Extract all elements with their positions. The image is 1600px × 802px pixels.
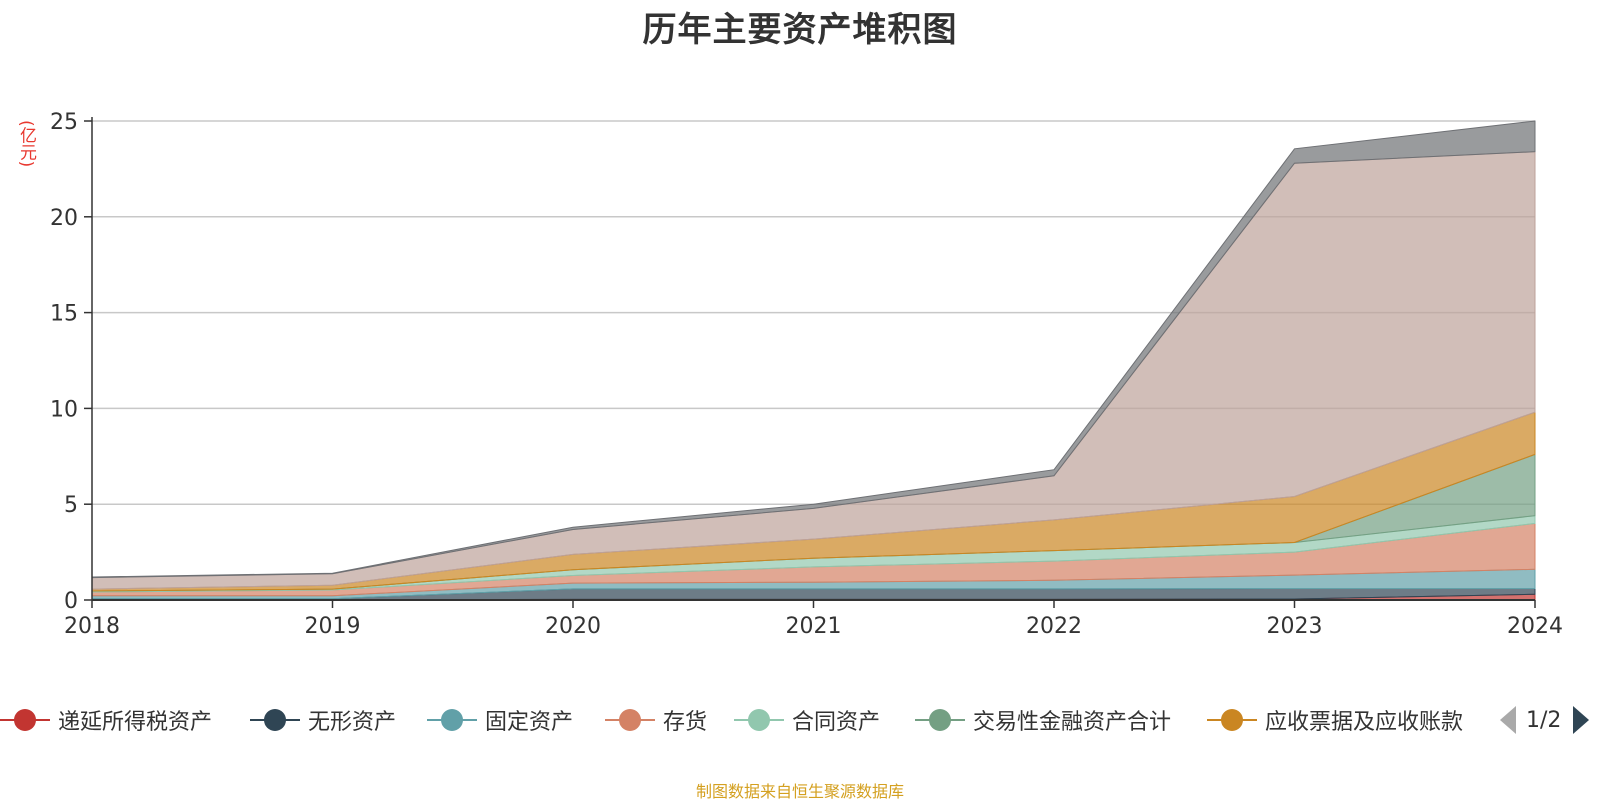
legend: 递延所得税资产 无形资产 固定资产 存货 合同资产 交易性金融资产合计 应收票据及应收账款 [0,700,1600,740]
legend-label: 应收票据及应收账款 [1265,710,1464,735]
legend-next-page-icon[interactable] [1573,706,1590,734]
data-source-note: 制图数据来自恒生聚源数据库 [695,782,904,801]
y-axis-unit: (亿元) [16,120,36,168]
y-tick-label: 0 [64,589,78,614]
x-tick-label: 2020 [545,614,601,639]
legend-label: 合同资产 [792,710,881,735]
legend-swatch-icon [250,700,300,740]
legend-page-indicator: 1/2 [1526,707,1562,733]
legend-swatch-icon [427,700,477,740]
legend-swatch-icon [734,700,784,740]
x-tick-label: 2018 [64,614,120,639]
x-tick-label: 2024 [1507,614,1563,639]
legend-label: 无形资产 [308,710,397,735]
legend-item[interactable]: 递延所得税资产 [0,700,212,740]
y-tick-label: 15 [50,302,78,327]
x-tick-label: 2023 [1267,614,1323,639]
legend-swatch-icon [1207,700,1257,740]
legend-item[interactable]: 交易性金融资产合计 [915,700,1171,740]
y-tick-label: 25 [50,110,78,135]
legend-label: 固定资产 [485,710,574,735]
legend-swatch-icon [605,700,655,740]
legend-label: 存货 [663,710,708,735]
legend-swatch-icon [0,700,50,740]
legend-pager: 1/2 [1500,700,1590,740]
legend-label: 递延所得税资产 [58,710,213,735]
legend-prev-page-icon[interactable] [1500,706,1516,734]
area-series-8 [91,120,1536,579]
y-tick-label: 20 [50,206,78,231]
legend-item[interactable]: 固定资产 [427,700,573,740]
chart-title: 历年主要资产堆积图 [642,10,958,50]
y-tick-label: 10 [50,397,78,422]
stacked-area-chart: 0 5 10 15 20 25 2018 2019 2020 2021 2022 2023 2024 [50,110,1563,639]
legend-item[interactable]: 应收票据及应收账款 [1207,700,1463,740]
legend-item[interactable]: 存货 [605,700,707,740]
legend-item[interactable]: 无形资产 [250,700,396,740]
legend-swatch-icon [915,700,965,740]
x-tick-label: 2019 [305,614,361,639]
legend-label: 交易性金融资产合计 [973,710,1172,735]
legend-item[interactable]: 合同资产 [734,700,880,740]
y-tick-label: 5 [64,493,78,518]
x-tick-label: 2022 [1026,614,1082,639]
x-tick-label: 2021 [786,614,842,639]
